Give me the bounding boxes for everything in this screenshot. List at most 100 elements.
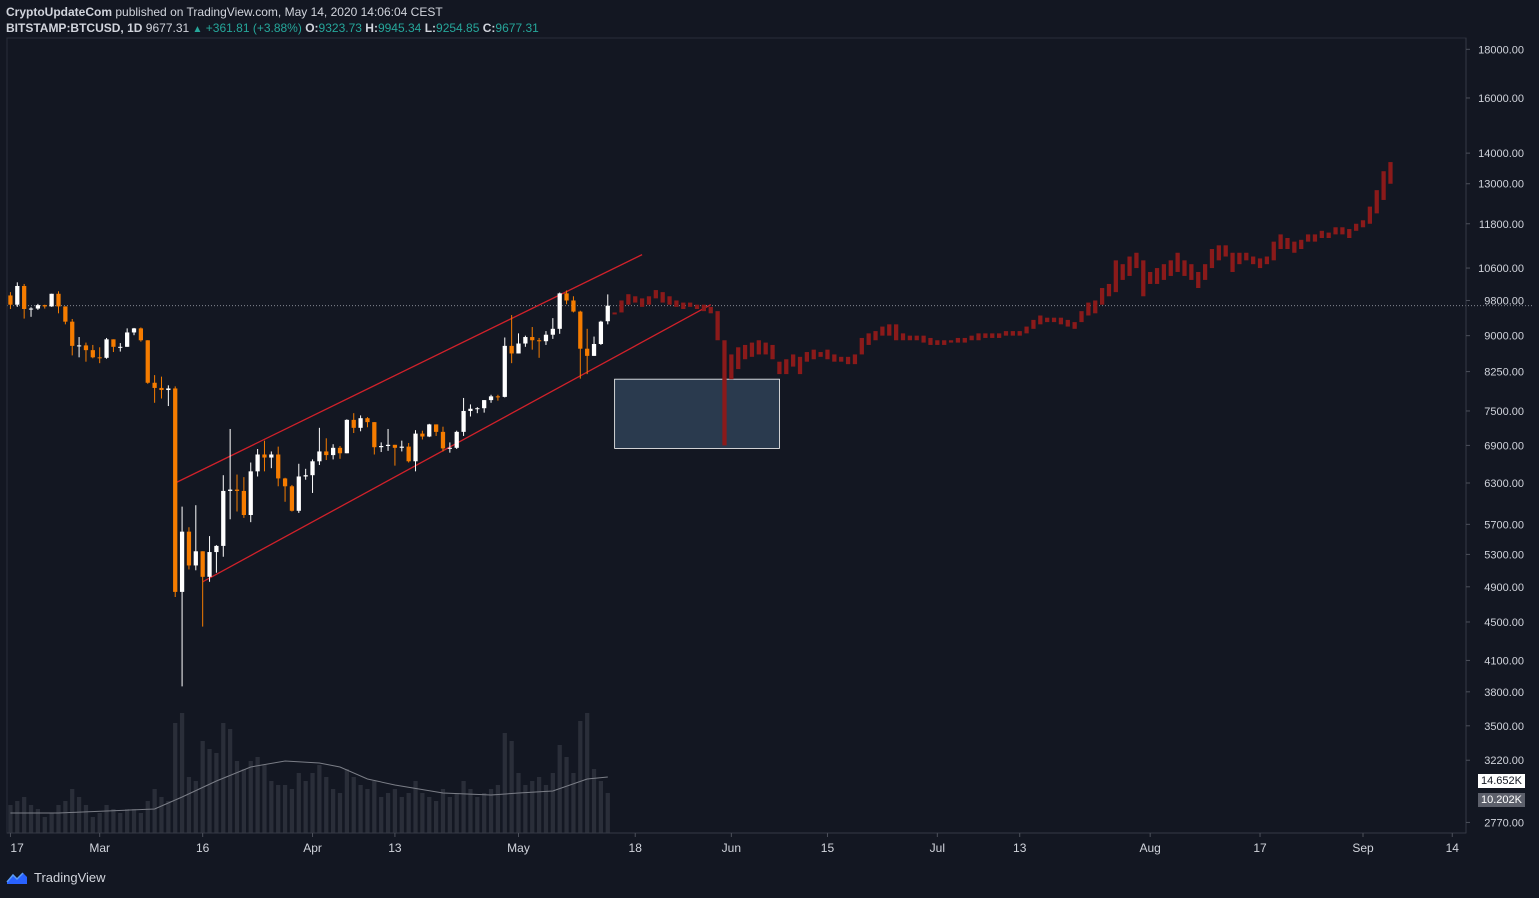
- x-tick-label: Apr: [303, 841, 322, 855]
- candle-body: [152, 382, 157, 388]
- candle-body: [379, 446, 384, 448]
- volume-bar: [131, 809, 137, 833]
- volume-bar: [104, 805, 109, 833]
- candle-body: [536, 340, 542, 342]
- candle: [56, 291, 61, 314]
- volume-bar: [598, 781, 604, 833]
- volume-bar: [35, 809, 41, 833]
- candle-body: [392, 444, 398, 448]
- volume-bar: [392, 789, 398, 833]
- candle: [207, 536, 212, 582]
- y-tick-label: 10600.00: [1478, 263, 1524, 275]
- volume-bar: [516, 773, 521, 833]
- projection-bar: [996, 333, 1002, 338]
- projection-bar: [825, 349, 830, 360]
- candle: [344, 419, 349, 454]
- publish-line: CryptoUpdateCom published on TradingView…: [6, 4, 539, 20]
- candle: [331, 444, 336, 460]
- projection-bar: [1141, 260, 1146, 297]
- volume-bar: [56, 805, 61, 833]
- projection-bar: [928, 337, 933, 345]
- channel-upper-line: [174, 254, 643, 484]
- candle-body: [468, 408, 473, 411]
- volume-bar: [22, 797, 27, 833]
- volume-bar: [255, 757, 260, 833]
- candle-body: [138, 328, 144, 341]
- candle-body: [90, 350, 95, 358]
- projection-bar: [612, 312, 617, 315]
- projection-bar: [1388, 162, 1393, 184]
- projection-bar: [880, 326, 885, 336]
- open-label: O:: [305, 21, 319, 35]
- candle: [28, 307, 34, 317]
- volume-bar: [193, 781, 198, 833]
- footer-brand[interactable]: TradingView: [34, 870, 106, 885]
- candle-body: [282, 478, 288, 487]
- projection-bar: [1134, 252, 1139, 269]
- volume-bar: [440, 789, 446, 833]
- candle: [509, 315, 514, 364]
- projection-bar: [1244, 252, 1249, 261]
- candle-body: [97, 357, 102, 359]
- volume-bar: [591, 769, 597, 833]
- candle-body: [406, 446, 411, 462]
- projection-bar: [1168, 260, 1173, 276]
- y-tick-label: 6900.00: [1484, 440, 1524, 452]
- y-tick-label: 3500.00: [1484, 721, 1524, 733]
- projection-bar: [742, 344, 748, 360]
- symbol-label[interactable]: BITSTAMP:BTCUSD, 1D: [6, 21, 143, 35]
- candle: [502, 337, 507, 398]
- projection-bar: [990, 333, 995, 338]
- tradingview-logo-icon[interactable]: [6, 871, 28, 885]
- projection-bar: [818, 352, 823, 357]
- candle: [289, 484, 295, 512]
- projection-bar: [1065, 319, 1070, 327]
- candle-body: [550, 328, 555, 335]
- candle: [461, 397, 466, 436]
- candle: [399, 440, 404, 452]
- volume-label-secondary: 10.202K: [1478, 793, 1525, 807]
- axes: 18000.00 16000.00 14000.00 13000.00 11800.00…: [6, 37, 1524, 855]
- y-tick-label: 14000.00: [1478, 148, 1524, 160]
- candle-body: [35, 305, 41, 309]
- x-tick-label: Mar: [89, 841, 110, 855]
- candle: [166, 385, 171, 407]
- chart-header: CryptoUpdateCom published on TradingView…: [6, 4, 539, 38]
- candle-body: [454, 431, 459, 448]
- candle-body: [22, 285, 27, 309]
- projection-bar: [1360, 220, 1366, 228]
- candle: [427, 423, 432, 438]
- projection-bar: [1319, 230, 1324, 239]
- projection-bar: [1216, 245, 1221, 261]
- candle: [303, 468, 308, 480]
- candle: [214, 545, 219, 573]
- candle-body: [351, 419, 356, 428]
- projection-bar: [646, 296, 652, 305]
- x-tick-label: 15: [821, 841, 835, 855]
- y-tick-label: 9000.00: [1484, 331, 1524, 343]
- candle: [8, 292, 13, 309]
- volume-bar: [351, 777, 356, 833]
- candle: [440, 426, 446, 452]
- projection-bar: [633, 296, 638, 303]
- projection-bar: [784, 359, 789, 375]
- volume-bar: [399, 797, 404, 833]
- candle-body: [296, 476, 301, 511]
- candle: [234, 474, 240, 512]
- candle: [35, 303, 41, 310]
- publisher-name[interactable]: CryptoUpdateCom: [6, 5, 113, 19]
- candle: [488, 394, 494, 403]
- volume-bar: [269, 781, 274, 833]
- projection-bar: [1209, 249, 1215, 269]
- candle-body: [564, 293, 569, 301]
- candle-body: [56, 293, 61, 307]
- volume-bar: [234, 761, 240, 833]
- projection-bar: [1051, 317, 1057, 323]
- candle: [76, 337, 82, 358]
- published-text: published on TradingView.com, May 14, 20…: [115, 5, 443, 19]
- projection-bar: [619, 300, 624, 313]
- candle: [317, 427, 322, 466]
- projection-bar: [935, 340, 940, 345]
- projection-bar: [1354, 223, 1359, 231]
